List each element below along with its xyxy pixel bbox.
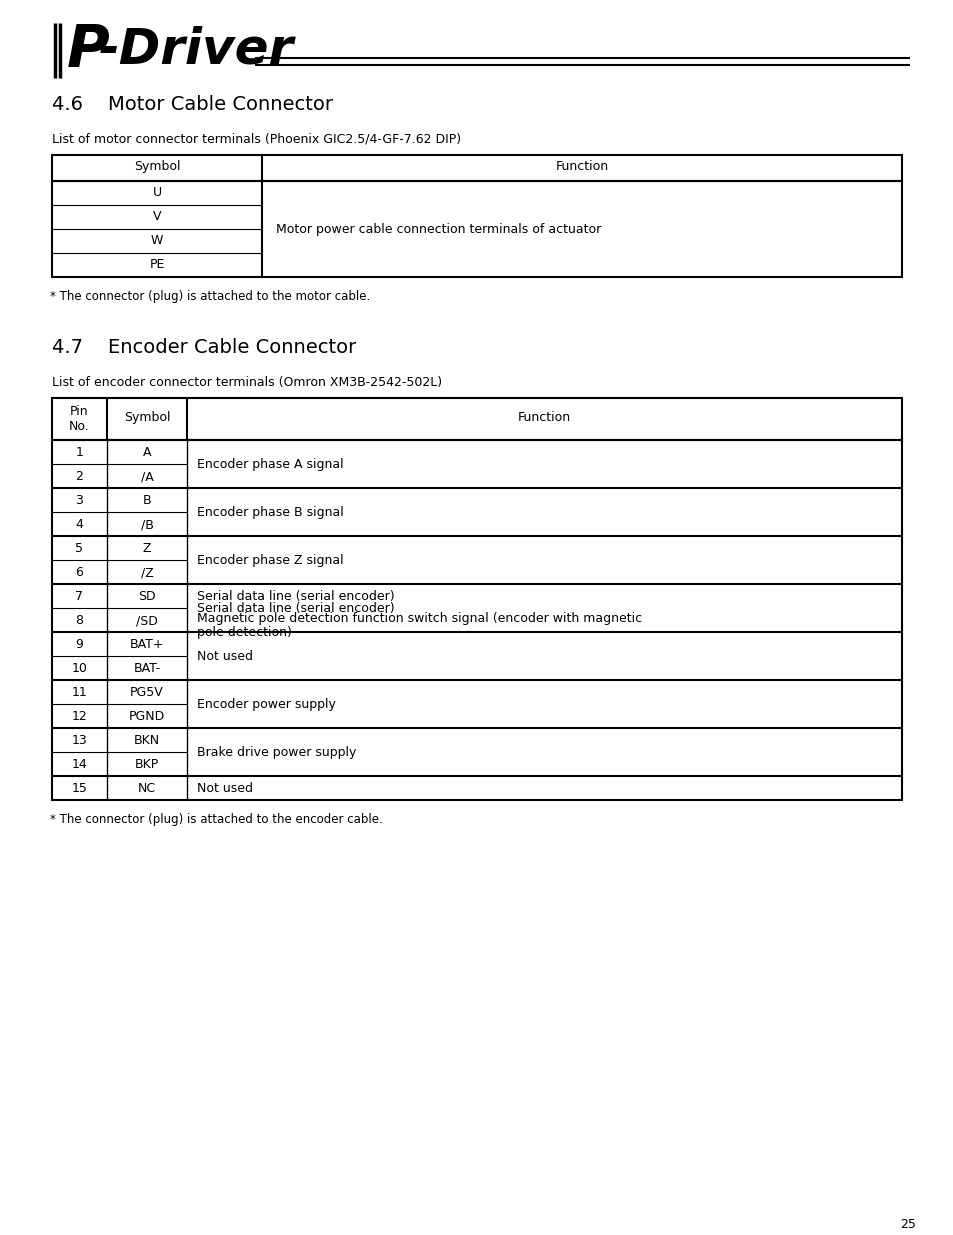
Text: * The connector (plug) is attached to the motor cable.: * The connector (plug) is attached to th… [50,290,370,303]
Text: 5: 5 [75,542,84,555]
Text: BKN: BKN [133,734,160,747]
Text: /Z: /Z [140,566,153,579]
Text: * The connector (plug) is attached to the encoder cable.: * The connector (plug) is attached to th… [50,813,382,826]
Text: SD: SD [138,590,155,603]
Text: B: B [143,494,152,508]
Text: 4.7    Encoder Cable Connector: 4.7 Encoder Cable Connector [52,338,355,357]
Text: 3: 3 [75,494,83,508]
Bar [52,398,901,440]
Text: List of encoder connector terminals (Omron XM3B-2542-502L): List of encoder connector terminals (Omr… [52,375,441,389]
Text: Function: Function [555,161,608,173]
Text: V: V [152,210,161,224]
Text: 14: 14 [71,758,88,771]
Text: BAT-: BAT- [133,662,160,676]
Text: Symbol: Symbol [124,411,170,424]
Text: Z: Z [143,542,152,555]
Text: 13: 13 [71,734,88,747]
Text: PE: PE [150,258,165,270]
Text: P: P [67,22,110,79]
Text: 2: 2 [75,471,83,483]
Text: Not used: Not used [196,650,253,663]
Text: Function: Function [517,411,571,424]
Text: BAT+: BAT+ [130,638,164,651]
Text: PG5V: PG5V [130,685,164,699]
Text: /B: /B [140,517,153,531]
Text: -Driver: -Driver [99,25,294,73]
Text: Symbol: Symbol [133,161,180,173]
Text: Motor power cable connection terminals of actuator: Motor power cable connection terminals o… [275,224,600,236]
Text: /SD: /SD [136,614,158,627]
Bar [52,156,901,182]
Text: 1: 1 [75,446,83,459]
Text: Serial data line (serial encoder): Serial data line (serial encoder) [196,601,395,615]
Text: 4: 4 [75,517,83,531]
Text: 8: 8 [75,614,84,627]
Text: A: A [143,446,152,459]
Bar [52,182,901,277]
Text: Encoder power supply: Encoder power supply [196,698,335,711]
Text: List of motor connector terminals (Phoenix GIC2.5/4-GF-7.62 DIP): List of motor connector terminals (Phoen… [52,133,460,146]
Text: 25: 25 [899,1218,915,1231]
Text: Encoder phase B signal: Encoder phase B signal [196,506,343,519]
Text: Encoder phase Z signal: Encoder phase Z signal [196,555,343,567]
Text: 6: 6 [75,566,83,579]
Text: PGND: PGND [129,710,165,722]
Text: W: W [151,233,163,247]
Text: Encoder phase A signal: Encoder phase A signal [196,458,343,471]
Text: NC: NC [138,782,156,795]
Text: pole detection): pole detection) [196,626,292,638]
Text: 4.6    Motor Cable Connector: 4.6 Motor Cable Connector [52,95,333,114]
Text: BKP: BKP [134,758,159,771]
Text: 7: 7 [75,590,84,603]
Text: U: U [152,186,161,199]
Text: Serial data line (serial encoder): Serial data line (serial encoder) [196,590,395,603]
Text: 10: 10 [71,662,88,676]
Text: 9: 9 [75,638,83,651]
Text: Brake drive power supply: Brake drive power supply [196,746,356,760]
Text: Magnetic pole detection function switch signal (encoder with magnetic: Magnetic pole detection function switch … [196,613,641,625]
Text: 12: 12 [71,710,88,722]
Bar [52,440,901,800]
Text: /A: /A [140,471,153,483]
Text: Pin
No.: Pin No. [69,405,90,433]
Text: 11: 11 [71,685,88,699]
Text: Not used: Not used [196,782,253,795]
Text: 15: 15 [71,782,88,795]
